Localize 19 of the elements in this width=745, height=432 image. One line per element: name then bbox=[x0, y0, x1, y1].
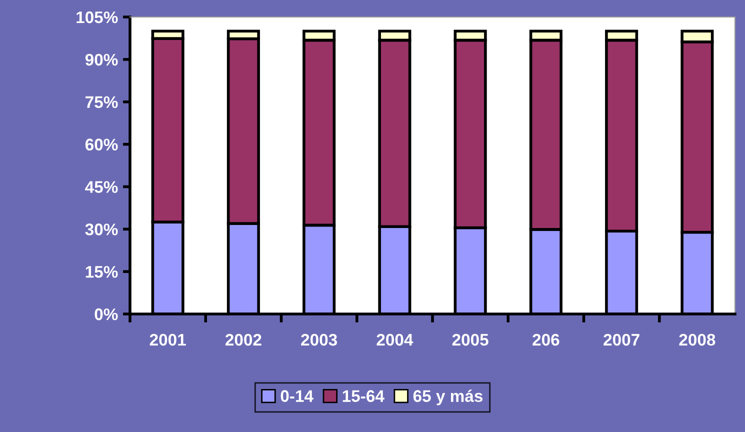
x-tick-label: 2002 bbox=[225, 334, 262, 346]
legend-label: 65 y más bbox=[413, 390, 483, 406]
x-tick-label: 206 bbox=[532, 334, 560, 346]
x-tick-label: 2004 bbox=[376, 334, 414, 346]
y-tick-label: 105% bbox=[76, 11, 118, 24]
y-tick-label: 45% bbox=[85, 181, 118, 193]
x-tick-label: 2005 bbox=[452, 334, 488, 346]
y-tick-label: 60% bbox=[85, 138, 118, 150]
x-tick-label: 2003 bbox=[301, 334, 337, 346]
x-tick-label: 2001 bbox=[150, 334, 186, 346]
y-tick-label: 75% bbox=[86, 96, 118, 108]
legend-label: 0-14 bbox=[280, 390, 314, 402]
x-tick-label: 2007 bbox=[604, 334, 640, 346]
legend-label: 15-64 bbox=[342, 390, 384, 402]
y-tick-label: 0% bbox=[94, 308, 118, 320]
y-tick-label: 90% bbox=[85, 54, 118, 66]
y-tick-label: 15% bbox=[86, 266, 118, 278]
y-tick-label: 30% bbox=[85, 224, 118, 236]
x-tick-label: 2008 bbox=[679, 334, 716, 346]
